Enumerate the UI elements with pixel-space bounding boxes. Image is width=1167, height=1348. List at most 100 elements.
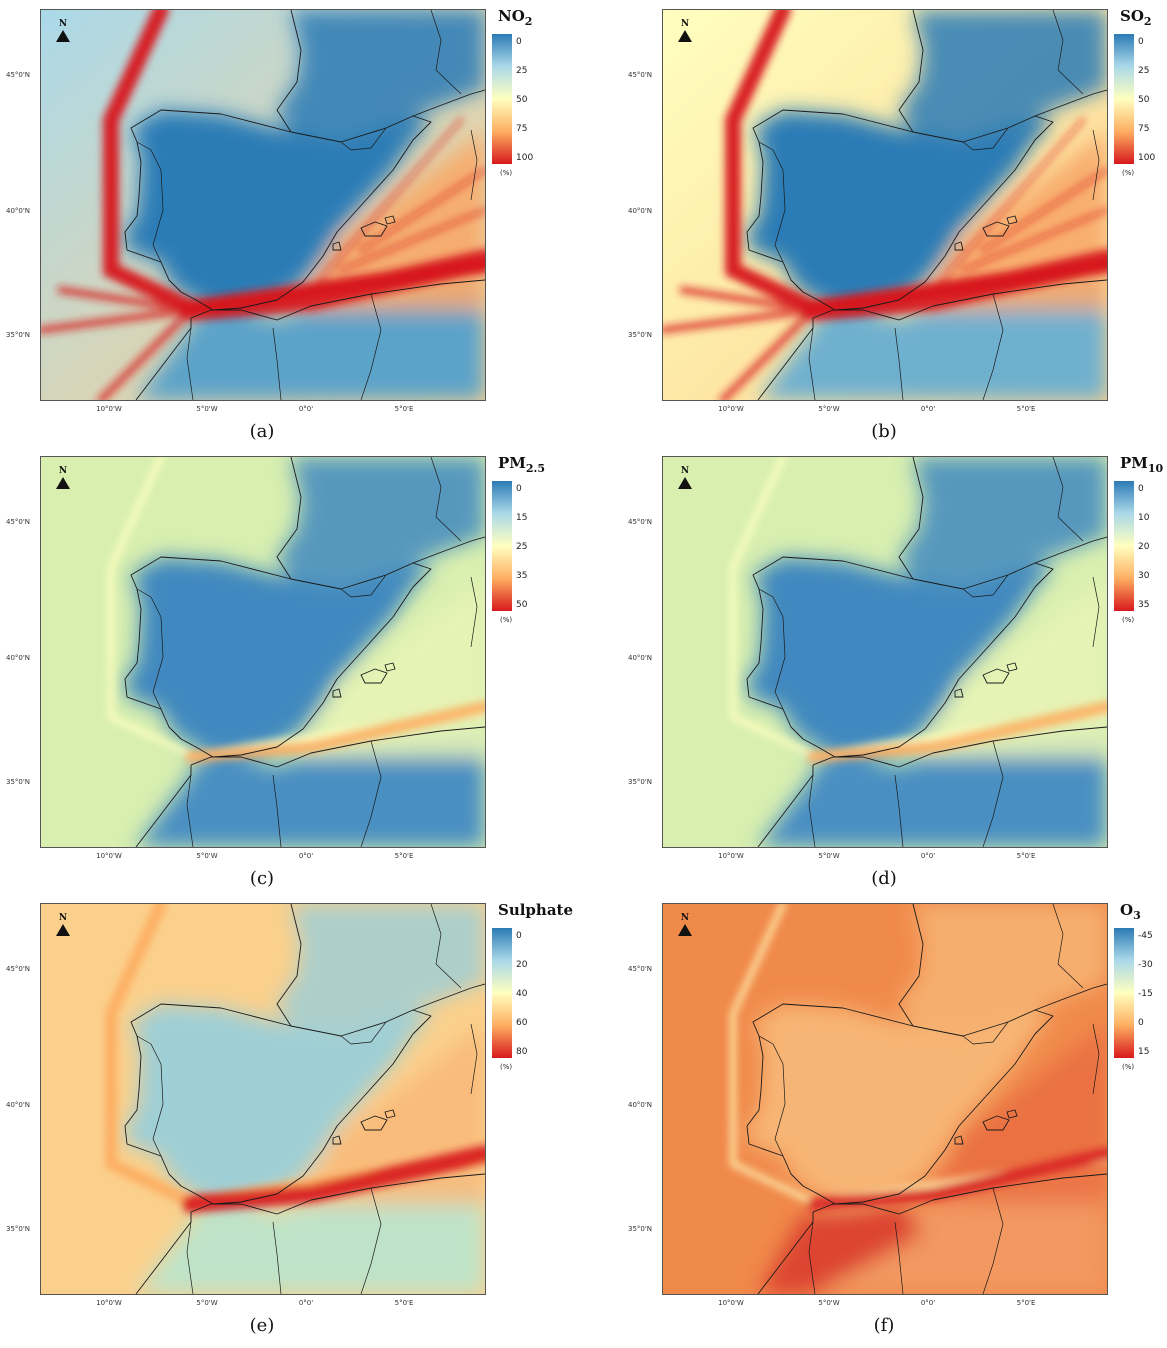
lon-tick-label: 0°0' — [299, 852, 313, 860]
map-svg — [41, 10, 485, 400]
north-arrow-icon: N — [55, 466, 71, 489]
legend-title: NO2 — [498, 7, 532, 28]
map-raster — [662, 456, 1108, 848]
legend-tick: 0 — [516, 37, 522, 47]
lat-tick-label: 45°0'N — [6, 965, 30, 973]
lon-tick-label: 0°0' — [921, 405, 935, 413]
lon-tick-label: 10°0'W — [96, 852, 122, 860]
legend-unit: (%) — [500, 616, 512, 624]
lat-tick-label: 40°0'N — [6, 207, 30, 215]
legend-tick: 0 — [1138, 37, 1144, 47]
legend-tick: 20 — [1138, 542, 1149, 552]
legend-colorbar — [492, 34, 512, 164]
north-triangle-icon — [56, 30, 70, 42]
lat-tick-label: 45°0'N — [628, 518, 652, 526]
legend-tick: 15 — [516, 513, 527, 523]
legend-tick: 0 — [516, 931, 522, 941]
legend-tick: -45 — [1138, 931, 1153, 941]
lat-tick-label: 40°0'N — [628, 654, 652, 662]
panel-caption: (d) — [871, 868, 897, 889]
panel-caption: (c) — [250, 868, 274, 889]
legend-tick: 25 — [1138, 66, 1149, 76]
lon-tick-label: 0°0' — [921, 1299, 935, 1307]
legend-title: Sulphate — [498, 901, 573, 919]
north-label: N — [55, 466, 71, 476]
lat-tick-label: 40°0'N — [628, 1101, 652, 1109]
legend-tick: 100 — [516, 153, 533, 163]
map-raster — [662, 9, 1108, 401]
legend-tick: -15 — [1138, 989, 1153, 999]
legend-title: PM10 — [1120, 454, 1163, 475]
legend-tick: 15 — [1138, 1047, 1149, 1057]
map-raster — [662, 903, 1108, 1295]
legend-tick: 50 — [516, 95, 527, 105]
legend-tick: 100 — [1138, 153, 1155, 163]
lon-tick-label: 5°0'W — [818, 852, 839, 860]
north-arrow-icon: N — [677, 19, 693, 42]
panel-caption: (a) — [250, 421, 275, 442]
legend-tick: 35 — [516, 571, 527, 581]
north-arrow-icon: N — [677, 466, 693, 489]
north-triangle-icon — [56, 477, 70, 489]
panel-caption: (e) — [250, 1315, 275, 1336]
lon-tick-label: 5°0'W — [818, 1299, 839, 1307]
lat-tick-label: 45°0'N — [6, 518, 30, 526]
map-raster — [40, 903, 486, 1295]
legend-tick: 60 — [516, 1018, 527, 1028]
lon-tick-label: 5°0'E — [395, 1299, 414, 1307]
legend-tick: 40 — [516, 989, 527, 999]
legend-tick: 0 — [516, 484, 522, 494]
lon-tick-label: 0°0' — [921, 852, 935, 860]
legend-tick: 80 — [516, 1047, 527, 1057]
legend-unit: (%) — [1122, 616, 1134, 624]
legend-tick: 0 — [1138, 1018, 1144, 1028]
lon-tick-label: 5°0'E — [395, 405, 414, 413]
legend-unit: (%) — [500, 169, 512, 177]
legend-tick: 75 — [1138, 124, 1149, 134]
north-arrow-icon: N — [55, 913, 71, 936]
lon-tick-label: 10°0'W — [96, 1299, 122, 1307]
map-svg — [663, 904, 1107, 1294]
lon-tick-label: 5°0'W — [818, 405, 839, 413]
north-triangle-icon — [678, 924, 692, 936]
legend-tick: 50 — [1138, 95, 1149, 105]
north-label: N — [55, 913, 71, 923]
map-svg — [41, 457, 485, 847]
lon-tick-label: 5°0'W — [196, 405, 217, 413]
north-triangle-icon — [678, 30, 692, 42]
north-triangle-icon — [56, 924, 70, 936]
lat-tick-label: 35°0'N — [6, 331, 30, 339]
lon-tick-label: 5°0'E — [1017, 1299, 1036, 1307]
legend-unit: (%) — [1122, 1063, 1134, 1071]
legend-tick: 10 — [1138, 513, 1149, 523]
lat-tick-label: 40°0'N — [6, 654, 30, 662]
lat-tick-label: 45°0'N — [628, 965, 652, 973]
lon-tick-label: 0°0' — [299, 1299, 313, 1307]
map-raster — [40, 9, 486, 401]
lat-tick-label: 45°0'N — [628, 71, 652, 79]
lat-tick-label: 35°0'N — [628, 331, 652, 339]
legend-colorbar — [492, 481, 512, 611]
legend-unit: (%) — [500, 1063, 512, 1071]
lon-tick-label: 10°0'W — [718, 852, 744, 860]
lon-tick-label: 5°0'W — [196, 852, 217, 860]
legend-title: PM2.5 — [498, 454, 545, 475]
lat-tick-label: 40°0'N — [628, 207, 652, 215]
lon-tick-label: 10°0'W — [718, 405, 744, 413]
legend-title: O3 — [1120, 901, 1141, 922]
legend-title: SO2 — [1120, 7, 1152, 28]
lat-tick-label: 40°0'N — [6, 1101, 30, 1109]
legend-colorbar — [1114, 481, 1134, 611]
map-svg — [663, 10, 1107, 400]
legend-tick: 35 — [1138, 600, 1149, 610]
lat-tick-label: 45°0'N — [6, 71, 30, 79]
lon-tick-label: 10°0'W — [96, 405, 122, 413]
legend-tick: 25 — [516, 66, 527, 76]
north-arrow-icon: N — [677, 913, 693, 936]
north-label: N — [677, 19, 693, 29]
lon-tick-label: 5°0'W — [196, 1299, 217, 1307]
lon-tick-label: 5°0'E — [395, 852, 414, 860]
legend-colorbar — [1114, 928, 1134, 1058]
panel-caption: (f) — [874, 1315, 895, 1336]
map-raster — [40, 456, 486, 848]
